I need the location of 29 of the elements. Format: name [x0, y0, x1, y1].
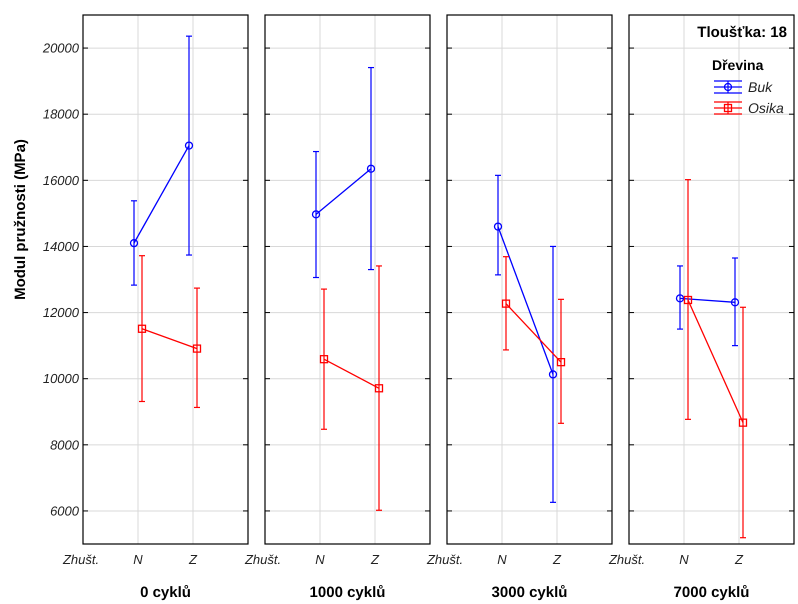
legend-label: Osika — [748, 100, 784, 116]
x-axis-title: Zhušt. — [62, 552, 100, 567]
x-tick-label: Z — [370, 552, 380, 567]
text: 1000 cyklů — [310, 584, 386, 601]
y-tick-label: 10000 — [42, 371, 80, 386]
y-tick-label: 14000 — [42, 238, 80, 254]
legend-label: Buk — [748, 79, 774, 95]
x-tick-label: N — [679, 552, 690, 567]
y-tick-label: 12000 — [42, 305, 80, 320]
text: 3000 cyklů — [492, 584, 568, 601]
legend-title: Dřevina — [712, 57, 764, 73]
x-axis-title: Zhušt. — [244, 552, 282, 567]
y-tick-label: 20000 — [42, 40, 80, 56]
y-axis-title: Modul pružnosti (MPa) — [12, 139, 29, 300]
y-tick-label: 18000 — [42, 106, 80, 122]
text: 0 cyklů — [140, 584, 191, 601]
x-tick-label: N — [133, 552, 144, 567]
x-tick-label: Z — [552, 552, 562, 567]
y-tick-label: 8000 — [50, 437, 80, 452]
annotation: Tloušťka: 18 — [697, 24, 787, 41]
y-tick-label: 16000 — [42, 172, 80, 188]
x-tick-label: Z — [734, 552, 744, 567]
x-tick-label: N — [315, 552, 326, 567]
x-axis-title: Zhušt. — [426, 552, 464, 567]
y-tick-label: 6000 — [50, 503, 80, 518]
x-tick-label: Z — [188, 552, 198, 567]
x-axis-title: Zhušt. — [608, 552, 646, 567]
x-tick-label: N — [497, 552, 508, 567]
text: 7000 cyklů — [674, 584, 750, 601]
